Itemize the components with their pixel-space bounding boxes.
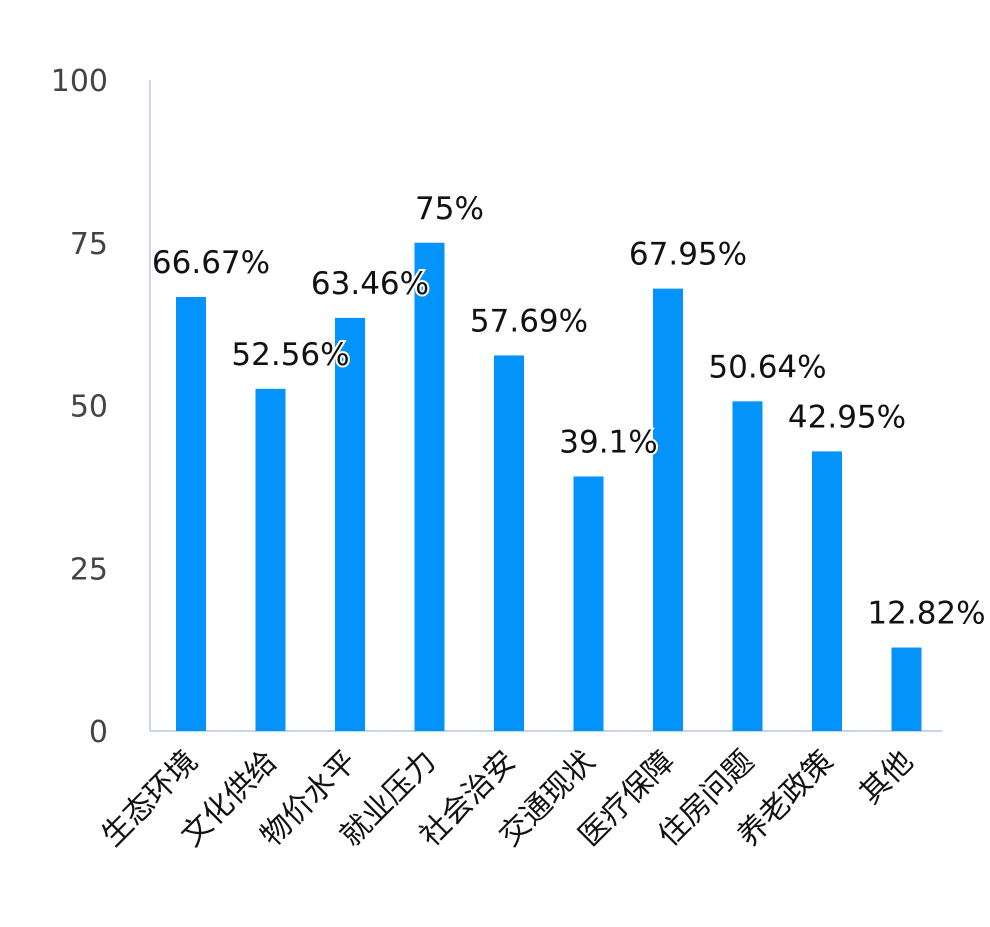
data-label-1: 66.67%	[152, 245, 270, 281]
bar-5	[494, 355, 524, 731]
data-label-4: 75%	[415, 191, 484, 227]
data-label-8: 50.64%	[708, 349, 826, 385]
bar-3	[335, 317, 365, 731]
category-label-10: 其他	[853, 744, 920, 811]
y-tick-label: 0	[89, 715, 108, 750]
data-label-2: 52.56%	[231, 337, 349, 373]
data-label-9: 42.95%	[788, 399, 906, 435]
data-label-7: 67.95%	[629, 237, 747, 273]
data-labels: 66.67% 52.56% 63.46% 75% 57.69% 39.1% 67.95% 50…	[150, 189, 988, 634]
data-label-3: 63.46%	[311, 266, 429, 302]
data-label-10: 12.82%	[867, 596, 985, 632]
bar-8	[732, 401, 763, 731]
bar-9	[812, 451, 842, 731]
data-label-5: 57.69%	[470, 303, 588, 339]
y-tick-label: 100	[51, 64, 108, 99]
bar-7	[653, 288, 683, 731]
y-axis: 0 25 50 75 100	[51, 64, 151, 750]
bar-6	[573, 476, 604, 731]
bar-4	[414, 242, 445, 731]
bars	[176, 242, 922, 731]
y-tick-label: 50	[70, 390, 108, 425]
y-tick-label: 75	[70, 227, 108, 262]
y-tick-label: 25	[70, 552, 108, 587]
bar-1	[176, 296, 206, 731]
data-label-6: 39.1%	[559, 424, 657, 460]
bar-10	[891, 647, 922, 731]
bar-2	[255, 388, 286, 731]
